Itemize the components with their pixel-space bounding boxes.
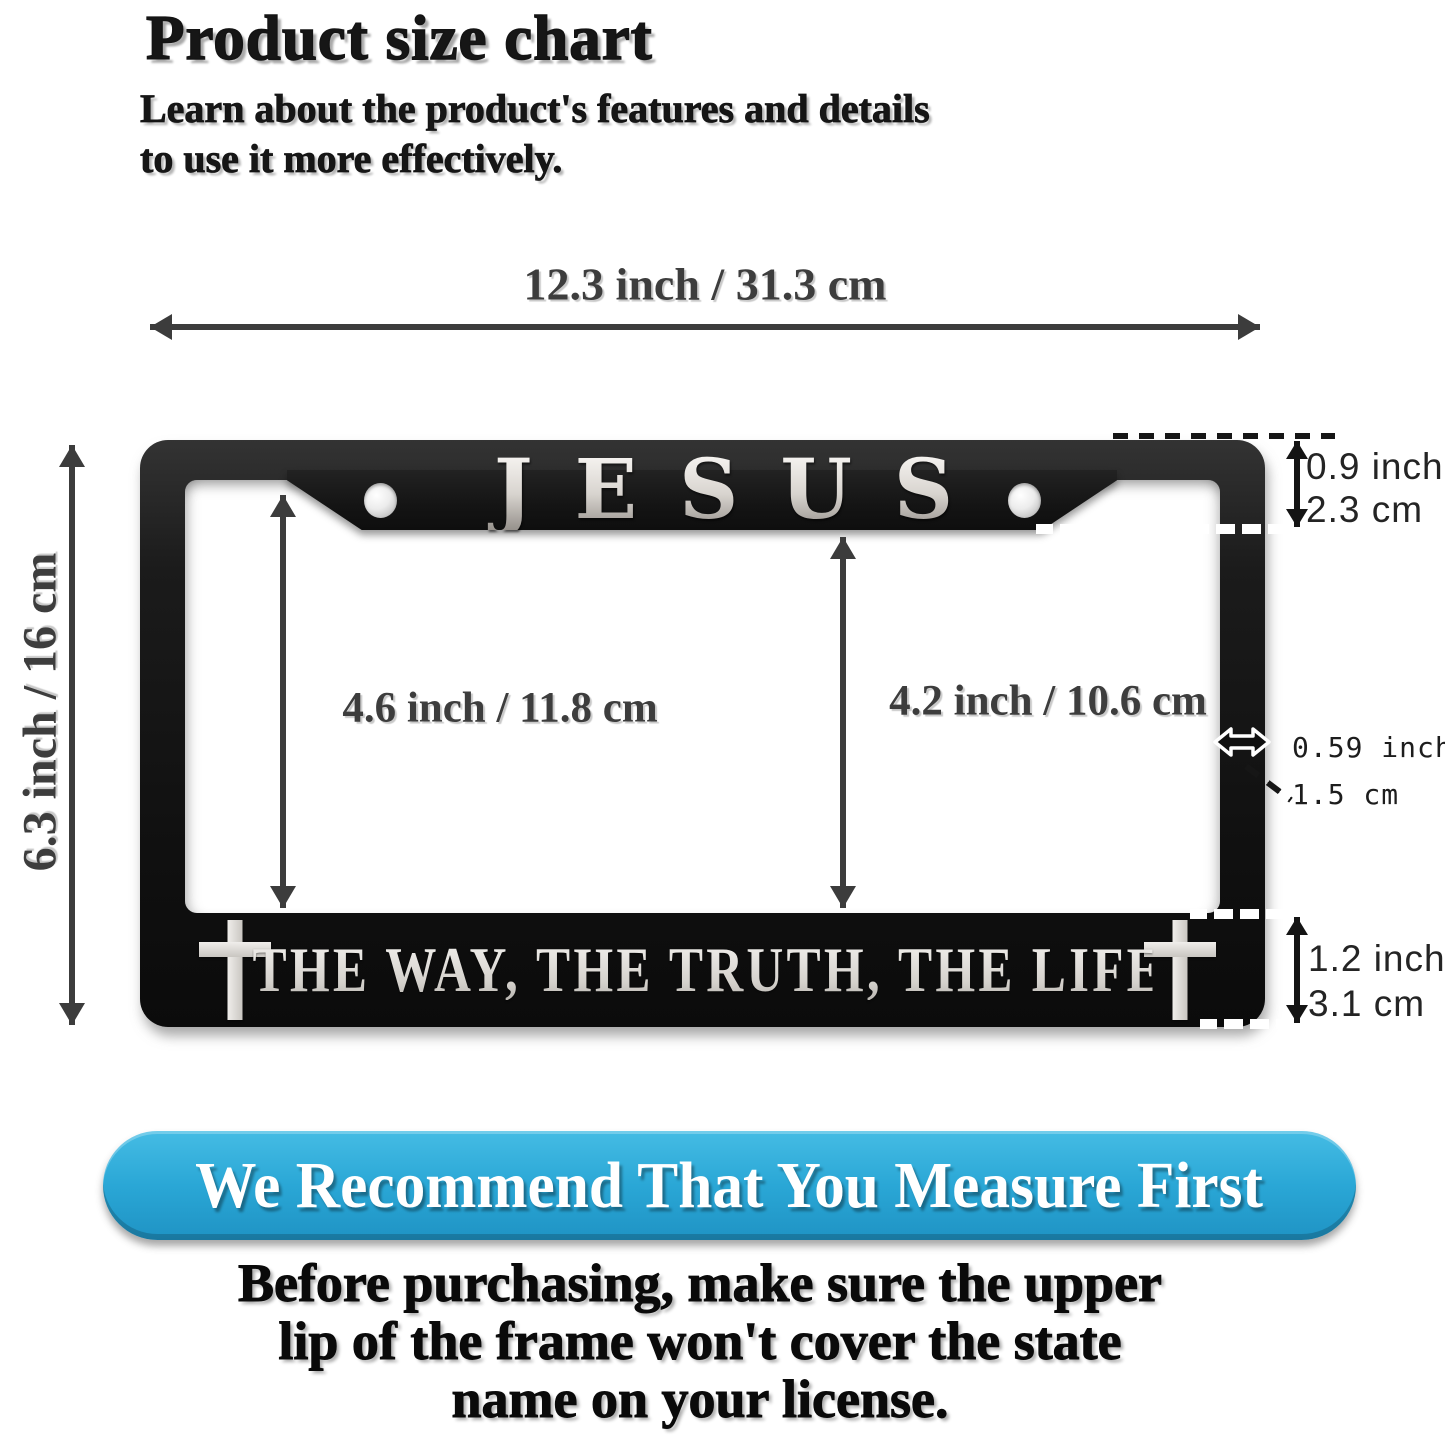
recommendation-banner-text: We Recommend That You Measure First [195,1148,1264,1222]
top-bar-inch-label: 0.9 inch [1306,446,1444,487]
top-bar-cm-label: 2.3 cm [1306,489,1424,530]
page-title: Product size chart [145,2,653,74]
cross-left-icon [199,920,271,1020]
bottom-bar-lower-dashed-line [1200,1019,1336,1029]
overall-width-arrow [150,314,1260,340]
side-bar-inch-label: 0.59 inch [1292,731,1445,764]
overall-width-label: 12.3 inch / 31.3 cm [523,258,887,310]
top-plaque-shape [287,470,1117,530]
plate-opening [185,480,1220,913]
license-plate-frame: JESUS THE WAY, THE TRUTH, THE LIFE [140,440,1265,1027]
frame-brand-text: JESUS [140,449,1307,531]
right-opening-height-label: 4.2 inch / 10.6 cm [889,677,1207,725]
bottom-bar-cm-label: 3.1 cm [1308,983,1426,1024]
top-bar-lower-dashed-line [1036,524,1337,534]
side-bar-width-arrow-icon [1213,727,1271,757]
top-bar-upper-dashed-line [1113,433,1335,439]
subtitle-line-1: Learn about the product's features and d… [140,86,930,132]
screw-hole-left-icon [364,483,397,518]
subtitle-line-2: to use it more effectively. [140,136,563,182]
purchase-note-line-2: lip of the frame won't cover the state [278,1311,1122,1371]
purchase-note-line-1: Before purchasing, make sure the upper [237,1253,1163,1313]
right-opening-height-arrow [830,537,856,908]
page-subtitle: Learn about the product's features and d… [140,84,930,184]
side-bar-cm-label: 1.5 cm [1292,778,1400,811]
bottom-bar-upper-dashed-line [1190,909,1336,919]
bottom-bar-inch-label: 1.2 inch [1308,938,1445,979]
purchase-note: Before purchasing, make sure the upper l… [60,1253,1340,1429]
purchase-note-line-3: name on your license. [451,1369,949,1429]
top-plaque [287,470,1117,530]
left-opening-height-arrow [270,495,296,908]
recommendation-banner: We Recommend That You Measure First [103,1131,1356,1240]
bottom-bar-thickness-arrow [1286,917,1308,1023]
frame-motto-text: THE WAY, THE TRUTH, THE LIFE [252,934,1165,1005]
top-bar-thickness-arrow [1286,441,1308,527]
overall-height-arrow [59,445,85,1025]
cross-right-icon [1144,920,1216,1020]
left-opening-height-label: 4.6 inch / 11.8 cm [342,684,658,732]
screw-hole-right-icon [1008,483,1041,518]
